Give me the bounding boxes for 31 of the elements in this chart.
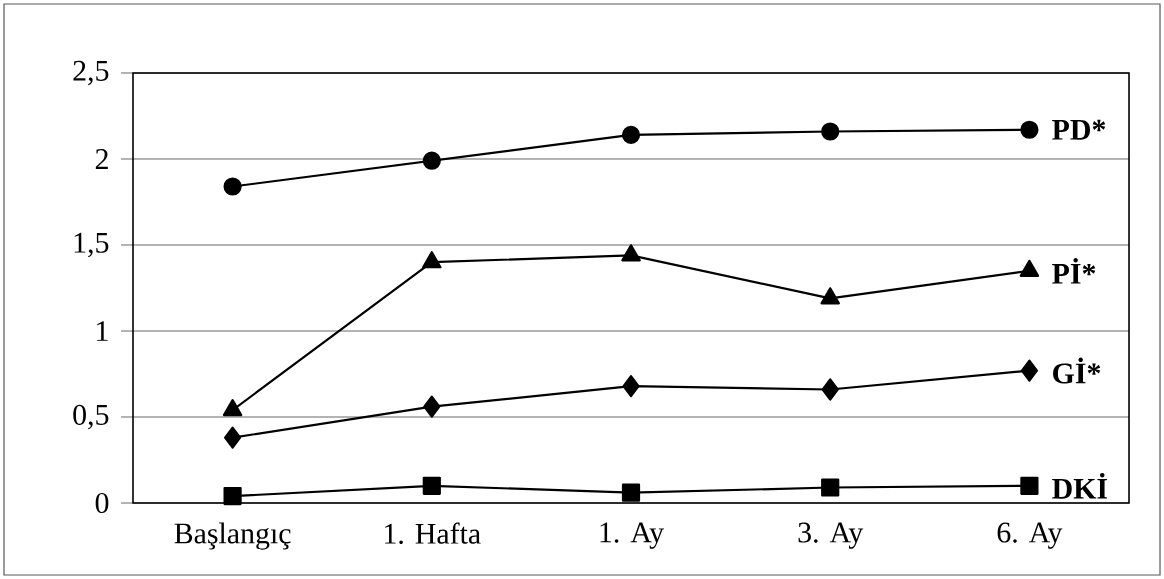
point <box>1020 476 1039 495</box>
point <box>422 151 441 170</box>
x-tick-label: 1. Ay <box>600 522 664 549</box>
point <box>821 478 840 497</box>
y-tick-label: 1,5 <box>74 232 109 258</box>
point <box>222 399 243 417</box>
point <box>223 487 242 506</box>
point <box>621 483 641 502</box>
point <box>621 125 641 145</box>
y-tick-label: 2 <box>95 149 108 169</box>
point <box>422 476 441 495</box>
series-label: Gİ* <box>1053 357 1101 384</box>
y-tick-label: 0 <box>95 492 109 514</box>
y-tick-label: 1 <box>97 321 108 341</box>
x-tick-label: Başlangıç <box>174 522 291 550</box>
x-tick-label: 6. Ay <box>997 522 1063 549</box>
point <box>423 395 441 418</box>
x-tick-label: 1. Hafta <box>385 522 481 544</box>
point <box>223 177 242 196</box>
y-tick-label: 0,5 <box>73 404 109 430</box>
y-tick-label: 2,5 <box>73 60 109 86</box>
series-label: Pİ* <box>1052 257 1096 284</box>
point <box>821 122 840 141</box>
point <box>821 378 839 401</box>
point <box>1020 120 1039 139</box>
series-label: DKİ <box>1052 472 1108 499</box>
x-tick-label: 3. Ay <box>798 522 864 549</box>
point <box>622 374 640 398</box>
point <box>1020 359 1039 382</box>
series-label: PD* <box>1052 119 1106 140</box>
point <box>224 426 242 449</box>
